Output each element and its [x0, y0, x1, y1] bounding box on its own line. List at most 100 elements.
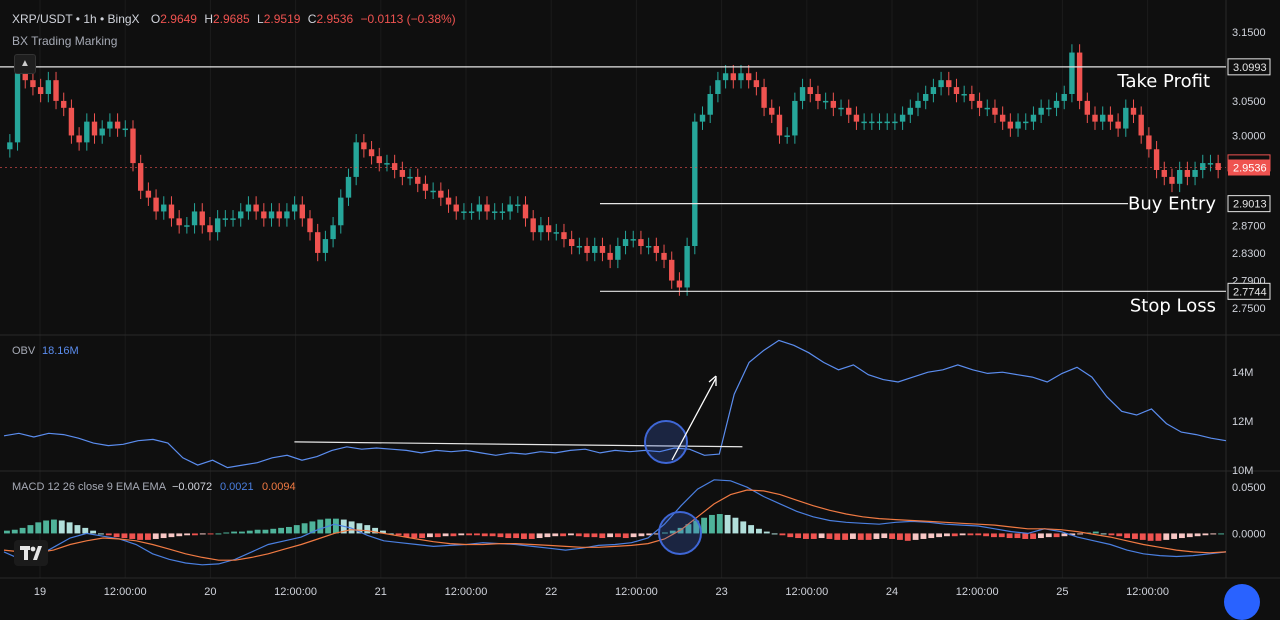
- macd-histogram-bar: [137, 533, 144, 540]
- macd-histogram-bar: [693, 520, 700, 534]
- candle-body: [776, 114, 783, 136]
- candle-body: [14, 73, 21, 143]
- candle-body: [645, 246, 652, 248]
- candle-body: [137, 163, 144, 191]
- macd-histogram-bar: [810, 533, 817, 539]
- candle-body: [815, 94, 821, 101]
- candle-body: [214, 218, 221, 233]
- candle-body: [722, 73, 729, 81]
- macd-histogram-bar: [481, 533, 488, 537]
- macd-histogram-bar: [1022, 533, 1029, 539]
- macd-value: −0.0072: [172, 481, 212, 493]
- candle-body: [784, 135, 790, 137]
- candle-body: [1169, 176, 1175, 184]
- macd-histogram-bar: [254, 529, 261, 534]
- obv-value: 18.16M: [42, 345, 79, 357]
- macd-histogram-bar: [583, 533, 590, 538]
- candle-body: [822, 100, 829, 103]
- macd-histogram-bar: [912, 533, 919, 540]
- candle-body: [892, 121, 898, 124]
- macd-histogram-bar: [575, 533, 582, 537]
- candle-body: [207, 225, 213, 233]
- macd-histogram-bar: [458, 533, 465, 536]
- level-price-tag: [1227, 58, 1271, 76]
- candle-body: [930, 87, 937, 94]
- macd-histogram-bar: [748, 525, 755, 534]
- candle-body: [184, 225, 190, 227]
- level-price-tag: [1227, 282, 1271, 300]
- obv-tick-label: 10M: [1232, 465, 1253, 477]
- macd-histogram-bar: [1171, 533, 1178, 539]
- candle-body: [899, 114, 906, 122]
- candle-body: [699, 114, 706, 122]
- macd-histogram-bar: [1030, 533, 1037, 539]
- macd-histogram-bar: [474, 533, 480, 536]
- candle-body: [738, 73, 744, 81]
- candle-body: [1046, 107, 1052, 110]
- chart-canvas[interactable]: 3.15003.05003.00002.95002.87002.83002.79…: [0, 0, 1280, 598]
- macd-histogram-bar: [513, 533, 520, 539]
- macd-histogram-bar: [1194, 533, 1201, 537]
- collapse-chevron-icon[interactable]: ▲: [14, 54, 36, 74]
- candle-body: [846, 107, 852, 115]
- open-label: O: [150, 12, 161, 26]
- time-tick-label: 25: [1056, 586, 1068, 598]
- candle-body: [1123, 107, 1129, 129]
- macd-histogram-bar: [184, 533, 191, 536]
- candle-body: [946, 80, 952, 88]
- candle-body: [245, 204, 252, 212]
- macd-histogram-bar: [43, 520, 50, 534]
- tradingview-logo-icon[interactable]: [14, 540, 48, 566]
- candle-body: [399, 170, 406, 177]
- change-value: −0.0113 (−0.38%): [360, 12, 456, 26]
- macd-histogram-bar: [309, 521, 316, 534]
- candle-body: [492, 211, 498, 213]
- macd-histogram-bar: [121, 533, 128, 539]
- candle-body: [1092, 114, 1098, 122]
- macd-histogram-bar: [1210, 533, 1217, 535]
- macd-histogram-bar: [779, 533, 786, 536]
- candle-body: [338, 197, 344, 226]
- macd-histogram-bar: [622, 533, 629, 539]
- macd-histogram-bar: [270, 528, 277, 534]
- obv-tick-label: 14M: [1232, 367, 1253, 379]
- macd-histogram-bar: [58, 520, 65, 534]
- macd-cross-circle: [658, 511, 702, 555]
- macd-histogram-bar: [873, 533, 880, 539]
- candle-body: [1153, 149, 1160, 170]
- candle-body: [345, 176, 352, 198]
- macd-histogram-bar: [904, 533, 911, 541]
- macd-histogram-bar: [787, 533, 794, 538]
- candle-body: [515, 204, 521, 207]
- close-value: 2.9536: [316, 12, 354, 26]
- candle-body: [291, 204, 298, 212]
- macd-histogram-bar: [685, 524, 692, 534]
- scroll-action-button[interactable]: [1224, 584, 1260, 620]
- candle-body: [99, 128, 105, 136]
- macd-histogram-bar: [356, 523, 363, 534]
- close-label: C: [307, 12, 317, 26]
- macd-histogram-bar: [724, 514, 731, 534]
- buy-entry-price: 2.9013: [1233, 199, 1267, 211]
- candle-body: [222, 218, 229, 220]
- macd-histogram-bar: [857, 533, 864, 540]
- macd-value: 0.0094: [262, 481, 296, 493]
- time-tick-label: 12:00:00: [1126, 586, 1169, 598]
- macd-histogram-bar: [1147, 533, 1154, 541]
- price-tick-label: 3.1500: [1232, 27, 1266, 39]
- candle-body: [676, 280, 683, 288]
- price-tick-label: 2.8700: [1232, 220, 1266, 232]
- macd-histogram-bar: [51, 519, 57, 534]
- candle-body: [1076, 52, 1083, 101]
- time-tick-label: 12:00:00: [785, 586, 828, 598]
- macd-histogram-bar: [129, 533, 136, 539]
- macd-histogram-bar: [763, 531, 770, 534]
- candle-body: [615, 246, 621, 260]
- macd-histogram-bar: [967, 533, 974, 536]
- candle-body: [553, 232, 559, 234]
- macd-histogram-bar: [740, 521, 747, 534]
- stop-loss-annotation: Stop Loss: [1130, 295, 1216, 316]
- macd-histogram-bar: [1014, 533, 1021, 539]
- candle-body: [453, 204, 459, 212]
- candle-body: [638, 239, 644, 246]
